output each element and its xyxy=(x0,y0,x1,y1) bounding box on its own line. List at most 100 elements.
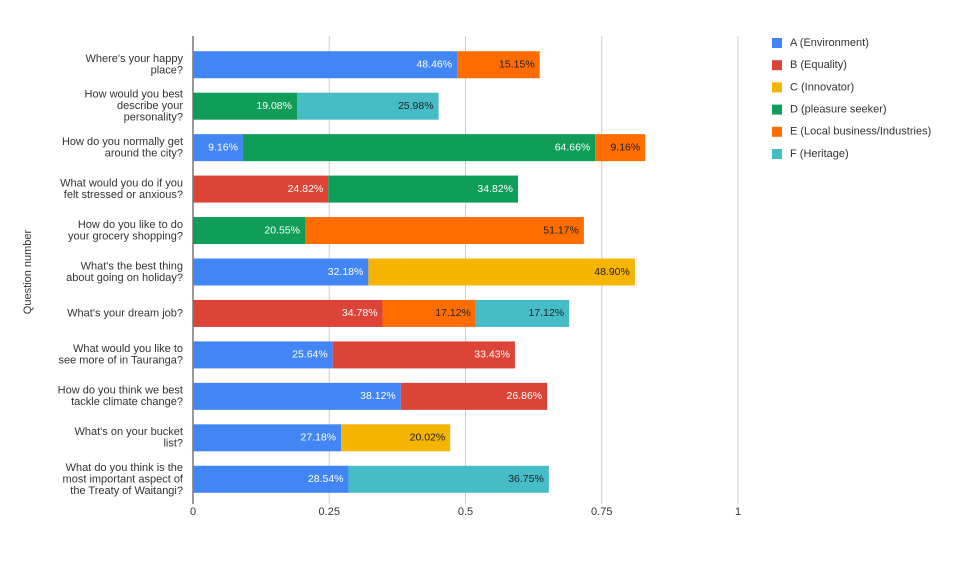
label-line: How do you think we best xyxy=(58,385,183,397)
value-label: 17.12% xyxy=(435,307,471,319)
bar-segment xyxy=(193,217,305,245)
bar-segment xyxy=(382,299,476,327)
value-label: 17.12% xyxy=(529,307,565,319)
y-tick-label: What's your dream job? xyxy=(67,307,183,319)
bar-segment xyxy=(332,341,515,369)
label-line: What do you think is the xyxy=(66,462,183,474)
label-line: What's your dream job? xyxy=(67,307,183,319)
value-label: 15.15% xyxy=(499,59,535,71)
label-line: felt stressed or anxious? xyxy=(64,189,183,201)
value-label: 48.46% xyxy=(416,59,452,71)
bar-segment xyxy=(193,341,333,369)
y-tick-label: What do you think is the most important a… xyxy=(63,462,184,497)
legend-swatch xyxy=(772,82,782,93)
label-line: What's the best thing xyxy=(81,260,183,272)
bar-segment xyxy=(348,465,549,493)
bar-segment xyxy=(193,465,349,493)
label-line: the Treaty of Waitangi? xyxy=(70,485,183,497)
value-label: 27.18% xyxy=(301,432,337,444)
value-label: 51.17% xyxy=(543,224,579,236)
bar-segment xyxy=(193,175,329,203)
value-label: 24.82% xyxy=(288,183,324,195)
label-line: How would you best xyxy=(85,89,183,101)
value-label: 34.78% xyxy=(342,307,378,319)
value-label: 34.82% xyxy=(477,183,513,195)
label-line: describe your xyxy=(117,100,183,112)
label-line: Where's your happy xyxy=(86,53,184,65)
value-label: 28.54% xyxy=(308,473,344,485)
value-label: 48.90% xyxy=(594,266,630,278)
legend-label: C (Innovator) xyxy=(790,81,854,93)
legend-label: F (Heritage) xyxy=(790,148,849,160)
bar-segment xyxy=(304,217,584,245)
bar-segment xyxy=(193,134,243,162)
bar-segment xyxy=(457,51,540,79)
bar-segment xyxy=(193,424,342,452)
label-line: tackle climate change? xyxy=(71,396,183,408)
value-label: 32.18% xyxy=(328,266,364,278)
bar-segment xyxy=(368,258,635,286)
label-line: see more of in Tauranga? xyxy=(58,355,183,367)
bar-segment xyxy=(193,299,383,327)
label-line: personality? xyxy=(124,112,183,124)
bar-segment xyxy=(296,92,439,120)
label-line: What would you like to xyxy=(73,343,183,355)
x-tick-label: 0.5 xyxy=(458,506,473,518)
value-label: 26.86% xyxy=(507,390,543,402)
x-tick-label: 0 xyxy=(190,506,196,518)
value-label: 20.55% xyxy=(264,224,300,236)
legend-label: B (Equality) xyxy=(790,59,847,71)
bar-segment xyxy=(341,424,451,452)
legend-swatch xyxy=(772,149,782,159)
y-tick-label: How do you normally get around the city? xyxy=(62,136,183,160)
y-tick-label: Where's your happy place? xyxy=(86,53,184,77)
label-line: list? xyxy=(163,437,183,449)
legend-swatch xyxy=(772,38,782,48)
x-tick-label: 1 xyxy=(735,506,741,518)
y-axis-label: Question number xyxy=(22,229,34,314)
bar-segment xyxy=(193,92,297,120)
label-line: around the city? xyxy=(105,147,183,159)
legend-label: E (Local business/Industries) xyxy=(790,126,931,138)
bar-segment xyxy=(328,175,519,203)
y-tick-label: What's the best thing about going on holi… xyxy=(66,260,183,284)
label-line: your grocery shopping? xyxy=(68,230,183,242)
legend-swatch xyxy=(772,126,782,137)
value-label: 9.16% xyxy=(610,141,640,153)
y-tick-label: What would you like to see more of in Tau… xyxy=(58,343,183,367)
bar-segment xyxy=(193,258,369,286)
legend-swatch xyxy=(772,60,782,71)
value-label: 25.64% xyxy=(292,349,328,361)
value-label: 33.43% xyxy=(474,349,510,361)
value-label: 9.16% xyxy=(208,141,238,153)
y-tick-label: How do you like to do your grocery shoppi… xyxy=(68,219,183,243)
y-tick-label: What's on your bucket list? xyxy=(75,426,184,450)
value-label: 36.75% xyxy=(508,473,544,485)
y-tick-label: How do you think we best tackle climate c… xyxy=(58,385,183,409)
bar-segment xyxy=(475,299,570,327)
y-tick-label: What would you do if you felt stressed or… xyxy=(60,177,183,201)
x-tick-label: 0.25 xyxy=(319,506,340,518)
bar-segment xyxy=(595,134,646,162)
label-line: place? xyxy=(151,64,183,76)
label-line: What's on your bucket xyxy=(75,426,184,438)
label-line: most important aspect of xyxy=(63,473,184,485)
x-tick-label: 0.75 xyxy=(591,506,612,518)
label-line: How do you like to do xyxy=(78,219,183,231)
value-label: 19.08% xyxy=(256,100,292,112)
label-line: What would you do if you xyxy=(60,177,183,189)
label-line: How do you normally get xyxy=(62,136,183,148)
value-label: 25.98% xyxy=(398,100,434,112)
bar-segment xyxy=(193,51,458,79)
legend-swatch xyxy=(772,104,782,115)
bar-segment xyxy=(193,382,401,410)
legend-label: A (Environment) xyxy=(790,37,869,49)
value-label: 38.12% xyxy=(360,390,396,402)
bar-segment xyxy=(242,134,596,162)
label-line: about going on holiday? xyxy=(66,272,183,284)
y-tick-label: How would you best describe your personali… xyxy=(85,89,184,124)
value-label: 20.02% xyxy=(410,432,446,444)
legend-label: D (pleasure seeker) xyxy=(790,104,887,116)
bar-segment xyxy=(400,382,548,410)
